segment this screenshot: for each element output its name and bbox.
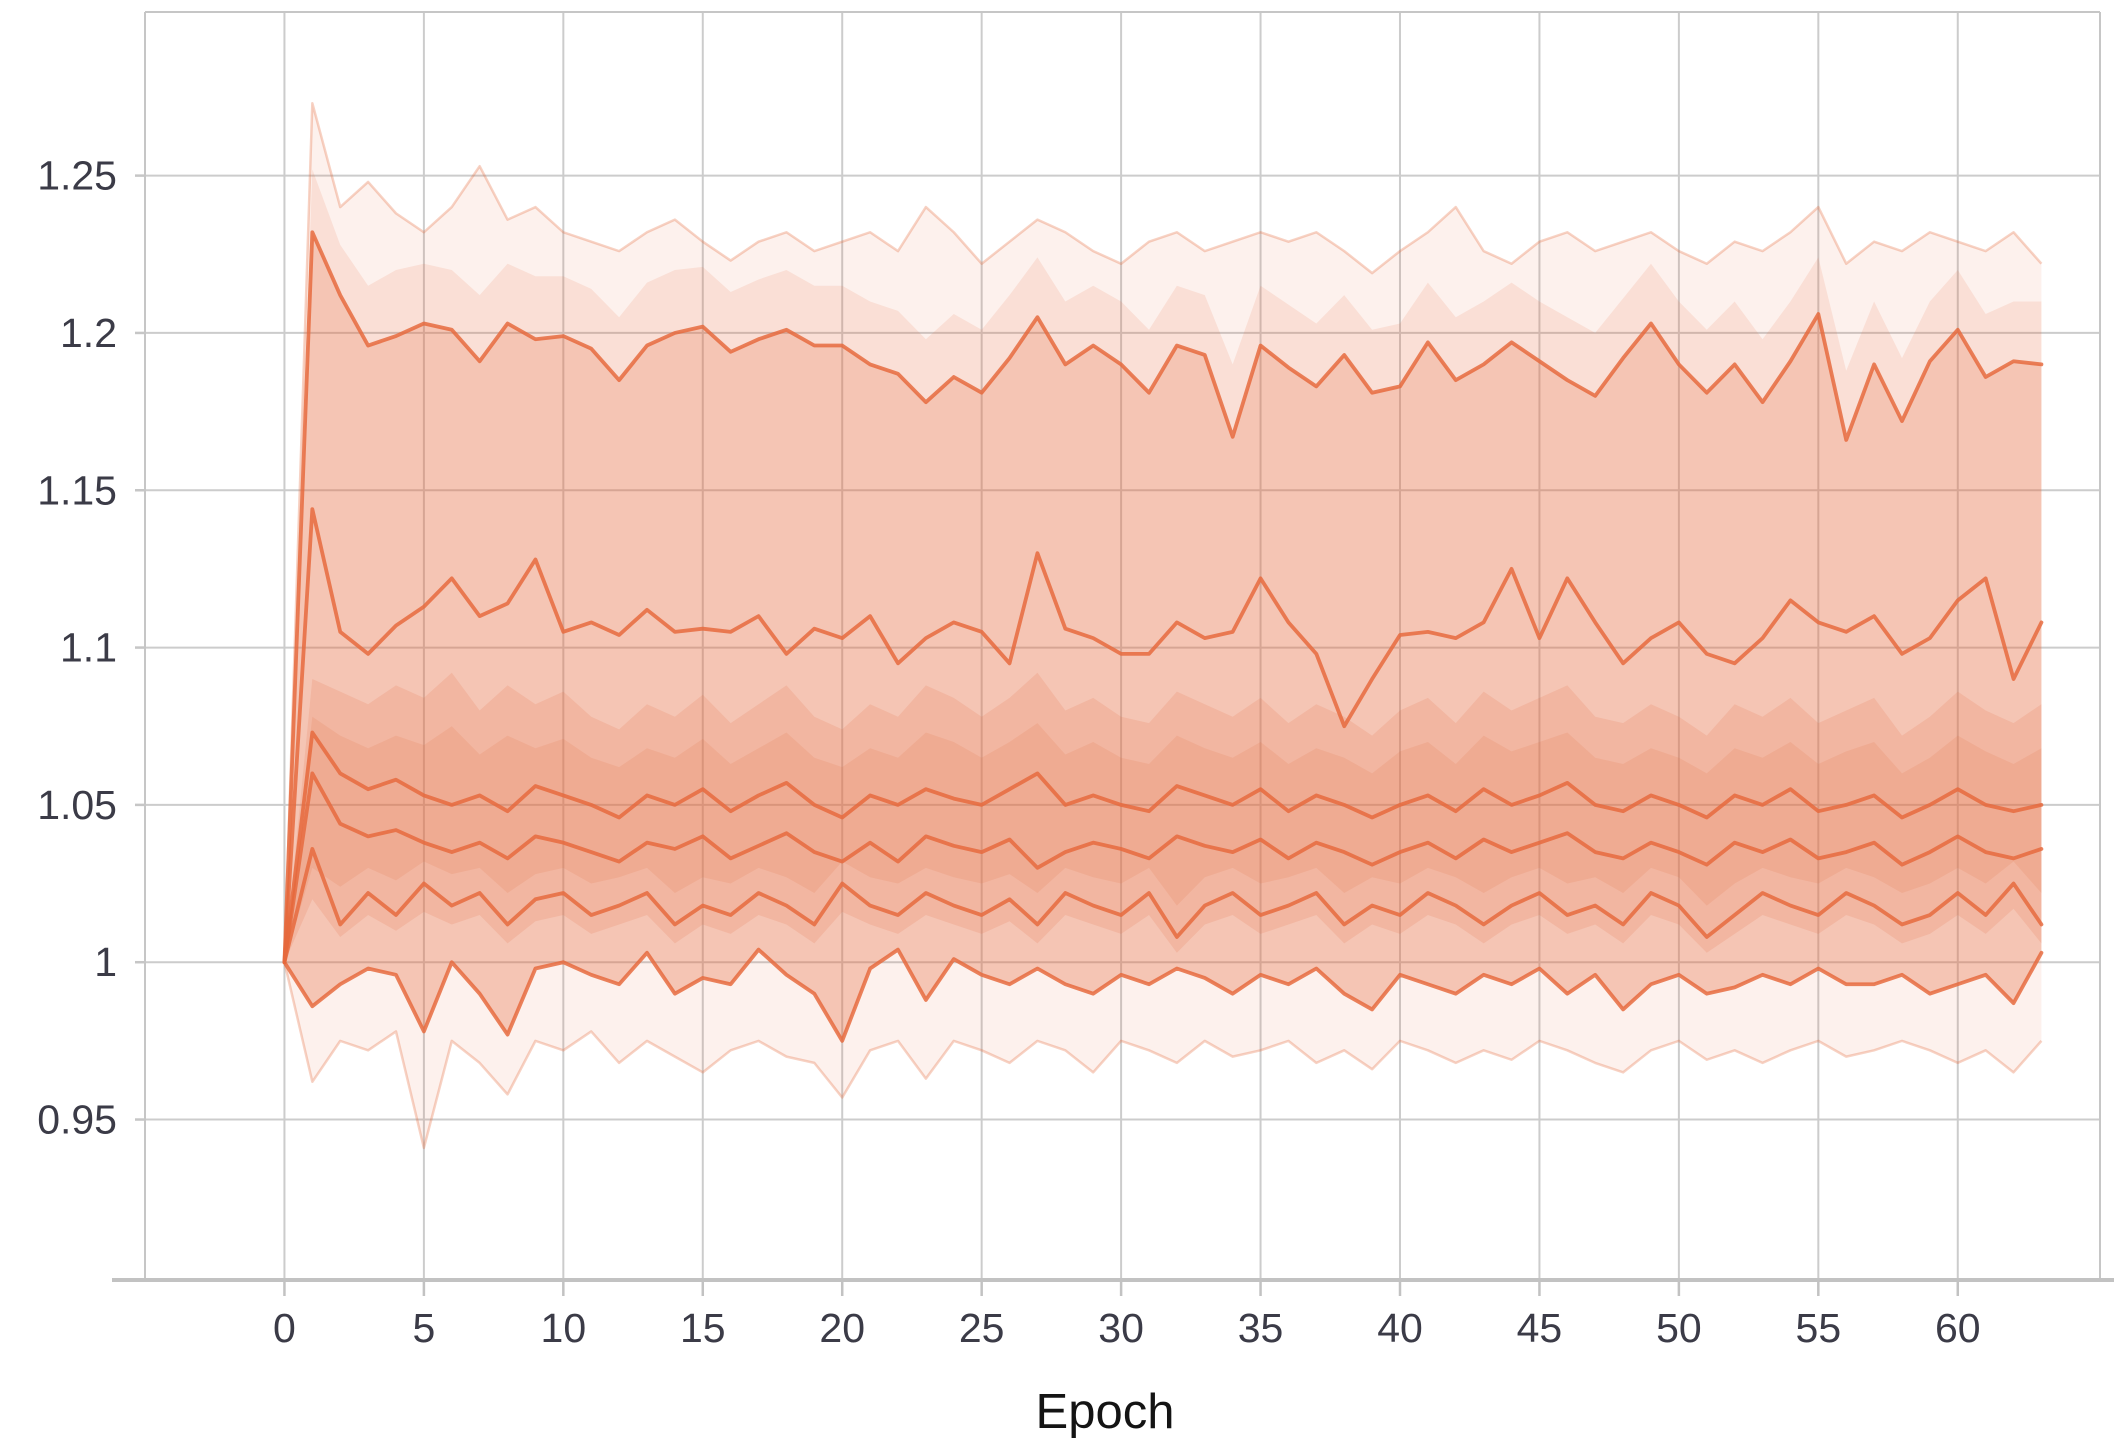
- y-tick-label: 1.15: [37, 467, 117, 513]
- x-tick-labels: 0 5 10 15 20 25 30 35 40 45 50 55 60: [273, 1305, 1981, 1351]
- x-tick-label: 0: [273, 1305, 296, 1351]
- x-tick-label: 25: [959, 1305, 1005, 1351]
- band-inner-core: [284, 716, 2042, 963]
- envelope-minmax: [284, 103, 2042, 1148]
- x-axis-label: Epoch: [1036, 1385, 1175, 1439]
- x-tick-label: 5: [412, 1305, 435, 1351]
- x-tick-label: 40: [1377, 1305, 1423, 1351]
- y-tick-label: 1.1: [60, 625, 117, 671]
- envelope-minmax-upper-edge: [283, 101, 2043, 963]
- envelope-minmax-lower-edge: [283, 961, 2043, 1150]
- band-core: [284, 672, 2042, 963]
- gridlines: [145, 12, 2100, 1280]
- y-tick-label: 1.05: [37, 782, 117, 828]
- run-3-mean-line: [282, 730, 2044, 965]
- y-tick-label: 1: [94, 939, 117, 985]
- x-tick-label: 20: [819, 1305, 865, 1351]
- run-mean-lines: [282, 230, 2044, 1043]
- band-upper-light: [284, 169, 2042, 963]
- x-tick-label: 35: [1238, 1305, 1284, 1351]
- x-tick-label: 45: [1517, 1305, 1563, 1351]
- x-tick-label: 30: [1098, 1305, 1144, 1351]
- y-tick-label: 1.25: [37, 153, 117, 199]
- run-4-mean-line: [282, 771, 2044, 965]
- y-tick-label: 1.2: [60, 310, 117, 356]
- y-tick-label: 0.95: [37, 1097, 117, 1143]
- uncertainty-bands: [283, 101, 2043, 1150]
- axes-spines: [112, 11, 2114, 1296]
- run-2-mean-line: [282, 507, 2044, 965]
- run-1-mean-line: [282, 230, 2044, 965]
- x-tick-label: 60: [1935, 1305, 1981, 1351]
- x-tick-label: 50: [1656, 1305, 1702, 1351]
- x-tick-label: 15: [680, 1305, 726, 1351]
- x-tick-label: 55: [1796, 1305, 1842, 1351]
- run-5-mean-line: [282, 847, 2044, 965]
- run-6-mean-line: [282, 947, 2044, 1043]
- x-tick-label: 10: [541, 1305, 587, 1351]
- y-tick-labels: 0.95 1 1.05 1.1 1.15 1.2 1.25: [37, 153, 117, 1143]
